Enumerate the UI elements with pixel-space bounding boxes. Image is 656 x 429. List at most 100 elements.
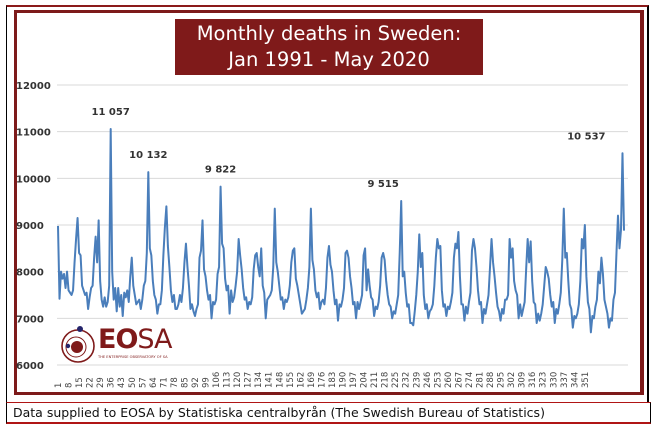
data-point: [592, 315, 593, 316]
data-point: [432, 304, 433, 305]
data-point: [443, 306, 444, 307]
x-tick-label: 169: [307, 372, 317, 388]
data-point: [224, 278, 225, 279]
data-point: [500, 320, 501, 321]
data-point: [556, 308, 557, 309]
data-point: [235, 285, 236, 286]
data-point: [63, 273, 64, 274]
data-point: [234, 297, 235, 298]
data-point: [240, 255, 241, 256]
data-point: [115, 287, 116, 288]
data-point: [611, 320, 612, 321]
data-point: [190, 308, 191, 309]
data-point: [324, 304, 325, 305]
data-point: [401, 200, 402, 201]
data-point: [221, 243, 222, 244]
chart-title-line2: Jan 1991 - May 2020: [228, 48, 430, 71]
data-point: [185, 243, 186, 244]
data-point: [118, 287, 119, 288]
data-point: [360, 301, 361, 302]
data-point: [374, 315, 375, 316]
data-point: [504, 299, 505, 300]
data-point: [494, 276, 495, 277]
x-tick-label: 288: [486, 372, 496, 388]
x-tick-label: 309: [518, 372, 528, 388]
data-point: [155, 299, 156, 300]
data-point: [545, 266, 546, 267]
x-tick-label: 78: [170, 377, 180, 388]
x-tick-label: 57: [138, 377, 148, 388]
data-point: [467, 313, 468, 314]
chart-title: Monthly deaths in Sweden: Jan 1991 - May…: [175, 19, 483, 75]
data-point: [476, 266, 477, 267]
data-point: [455, 243, 456, 244]
data-point: [316, 297, 317, 298]
data-point: [97, 262, 98, 263]
data-label-peak: 9 822: [205, 165, 236, 176]
data-point: [75, 238, 76, 239]
data-point: [426, 304, 427, 305]
series-line-monthly-deaths: [57, 128, 625, 334]
x-tick-label: 155: [286, 372, 296, 388]
data-point: [598, 271, 599, 272]
data-point: [367, 269, 368, 270]
data-point: [420, 266, 421, 267]
data-point: [461, 304, 462, 305]
data-point: [307, 287, 308, 288]
data-point: [140, 308, 141, 309]
data-point: [417, 271, 418, 272]
x-tick-label: 295: [497, 372, 507, 388]
data-point: [435, 257, 436, 258]
footer: Data supplied to EOSA by Statistiska cen…: [6, 402, 651, 424]
data-point: [309, 266, 310, 267]
y-tick-label: 7000: [16, 314, 44, 325]
x-tick-label: 239: [412, 372, 422, 388]
data-point: [515, 290, 516, 291]
data-point: [498, 311, 499, 312]
data-point: [280, 299, 281, 300]
data-point: [348, 257, 349, 258]
data-point: [473, 238, 474, 239]
x-tick-label: 197: [349, 372, 359, 388]
y-tick-label: 8000: [16, 268, 44, 279]
data-point: [520, 304, 521, 305]
data-point: [310, 208, 311, 209]
data-point: [477, 290, 478, 291]
data-point: [459, 276, 460, 277]
data-point: [485, 313, 486, 314]
data-point: [179, 294, 180, 295]
x-tick-label: 36: [107, 377, 117, 388]
data-point: [295, 278, 296, 279]
data-point: [584, 224, 585, 225]
data-point: [569, 304, 570, 305]
data-point: [550, 294, 551, 295]
data-point: [458, 231, 459, 232]
data-point: [342, 299, 343, 300]
x-tick-label: 22: [86, 377, 96, 388]
data-point: [237, 271, 238, 272]
logo-eo: EO: [98, 324, 138, 355]
data-point: [231, 290, 232, 291]
data-point: [572, 327, 573, 328]
data-point: [104, 297, 105, 298]
data-point: [447, 306, 448, 307]
data-point: [80, 255, 81, 256]
data-point: [440, 245, 441, 246]
x-tick-label: 190: [339, 372, 349, 388]
x-tick-label: 267: [454, 372, 464, 388]
data-point: [84, 294, 85, 295]
data-point: [390, 306, 391, 307]
x-tick-label: 253: [433, 372, 443, 388]
data-point: [152, 280, 153, 281]
data-point: [304, 308, 305, 309]
data-point: [119, 306, 120, 307]
data-point: [306, 299, 307, 300]
data-point: [375, 306, 376, 307]
data-point: [425, 308, 426, 309]
data-point: [238, 238, 239, 239]
data-point: [315, 290, 316, 291]
data-point: [151, 255, 152, 256]
data-point: [619, 248, 620, 249]
data-point: [491, 238, 492, 239]
data-point: [200, 250, 201, 251]
